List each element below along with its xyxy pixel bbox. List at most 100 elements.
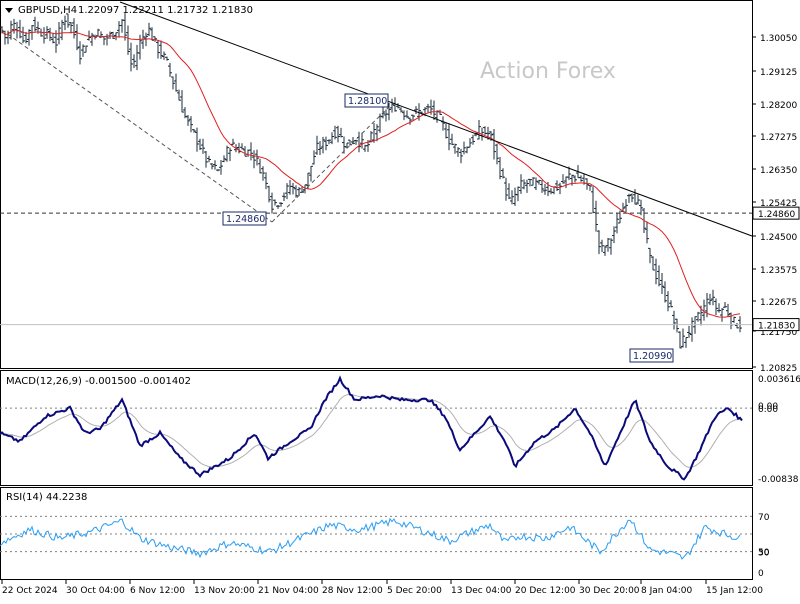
moving-average-line <box>1 29 741 318</box>
price-bar <box>486 126 490 140</box>
price-bar <box>51 33 55 44</box>
price-bar <box>204 150 208 168</box>
time-axis-label: 30 Oct 04:00 <box>66 586 125 596</box>
price-bar <box>651 256 655 271</box>
price-bar <box>414 106 418 115</box>
price-bar <box>240 143 244 150</box>
price-bar <box>657 265 661 287</box>
price-layer: 1.28100 1.24860 1.20990 <box>0 1 753 363</box>
price-bar <box>18 19 22 39</box>
price-axis-label: 1.24500 <box>760 233 797 243</box>
price-bar <box>66 13 70 28</box>
price-bar <box>666 291 670 312</box>
downtrend-line <box>119 1 753 237</box>
time-axis-label: 30 Dec 20:00 <box>579 586 640 596</box>
price-bar <box>711 289 715 306</box>
price-bar <box>162 51 166 60</box>
price-bar <box>150 27 154 41</box>
price-bar <box>543 183 547 195</box>
price-axis-label: 1.25425 <box>760 199 797 209</box>
time-axis-label: 13 Dec 04:00 <box>451 586 512 596</box>
price-bar <box>180 90 184 113</box>
price-bar <box>333 125 337 140</box>
price-bar <box>312 150 316 165</box>
price-bar <box>27 29 31 46</box>
price-bar <box>252 150 256 169</box>
price-bar <box>531 177 535 186</box>
price-bar <box>525 179 529 193</box>
price-bar <box>459 148 463 164</box>
price-bar <box>285 183 289 200</box>
price-bar <box>630 193 634 203</box>
price-bar <box>672 310 676 330</box>
price-bar <box>507 183 511 200</box>
price-bar <box>627 193 631 203</box>
rsi-axis-label: 30 <box>758 549 770 559</box>
price-axis-label: 1.28200 <box>760 101 797 111</box>
price-bar <box>264 172 268 190</box>
price-bar <box>717 303 721 313</box>
price-bar <box>315 135 319 155</box>
time-axis-label: 8 Jan 04:00 <box>641 586 693 596</box>
price-axis-label: 1.26350 <box>760 166 797 176</box>
price-bar <box>678 331 682 349</box>
price-bar <box>618 210 622 224</box>
price-bar <box>279 202 283 207</box>
price-bar <box>255 149 259 166</box>
price-bar <box>324 136 328 151</box>
price-bar <box>123 13 127 41</box>
price-bar <box>696 311 700 322</box>
price-bar <box>498 156 502 180</box>
price-bar <box>132 54 136 68</box>
price-bar <box>243 146 247 157</box>
price-bar <box>330 132 334 145</box>
price-bar <box>660 273 664 294</box>
price-bar <box>165 56 169 61</box>
price-bar <box>504 177 508 201</box>
channel-dashed-line <box>271 103 393 223</box>
price-bar <box>348 139 352 146</box>
time-axis-label: 20 Dec 12:00 <box>515 586 576 596</box>
time-axis-label: 22 Oct 2024 <box>2 586 58 596</box>
price-bar <box>111 31 115 39</box>
price-bar <box>261 166 265 181</box>
price-bar <box>225 145 229 162</box>
price-bar <box>492 128 496 160</box>
price-bar <box>147 22 151 36</box>
price-axis-label: 1.20825 <box>760 364 797 374</box>
price-bar <box>408 117 412 125</box>
time-axis-label: 28 Nov 12:00 <box>322 586 383 596</box>
price-bar <box>579 175 583 182</box>
price-bar <box>567 166 571 181</box>
price-bar <box>714 298 718 316</box>
price-bar <box>378 113 382 133</box>
price-bar <box>720 307 724 322</box>
price-bar <box>393 97 397 112</box>
price-bar <box>156 40 160 59</box>
rsi-title: RSI(14) 44.2238 <box>6 492 87 503</box>
macd-axis-label: 0.00 <box>758 405 778 415</box>
price-annotation: 1.24860 <box>222 211 267 226</box>
price-bar <box>597 230 601 255</box>
price-bar <box>462 141 466 155</box>
price-bar <box>231 138 235 145</box>
price-bar <box>75 24 79 51</box>
price-bar <box>72 18 76 39</box>
annotation-label: 1.28100 <box>348 96 387 107</box>
price-bar <box>534 177 538 191</box>
price-bar <box>435 110 439 123</box>
price-bar <box>735 322 739 329</box>
price-bar <box>360 132 364 149</box>
price-bar <box>9 20 13 40</box>
price-bar <box>294 185 298 198</box>
price-bar <box>213 160 217 170</box>
macd-axis-label: 0.00 <box>758 402 778 412</box>
collapse-triangle-icon[interactable] <box>5 8 13 13</box>
price-bar <box>684 337 688 348</box>
price-bar <box>177 89 181 101</box>
price-bar <box>291 182 295 195</box>
price-bar <box>276 204 280 209</box>
price-bar <box>216 169 220 172</box>
price-bar <box>540 180 544 193</box>
price-bar <box>222 155 226 163</box>
